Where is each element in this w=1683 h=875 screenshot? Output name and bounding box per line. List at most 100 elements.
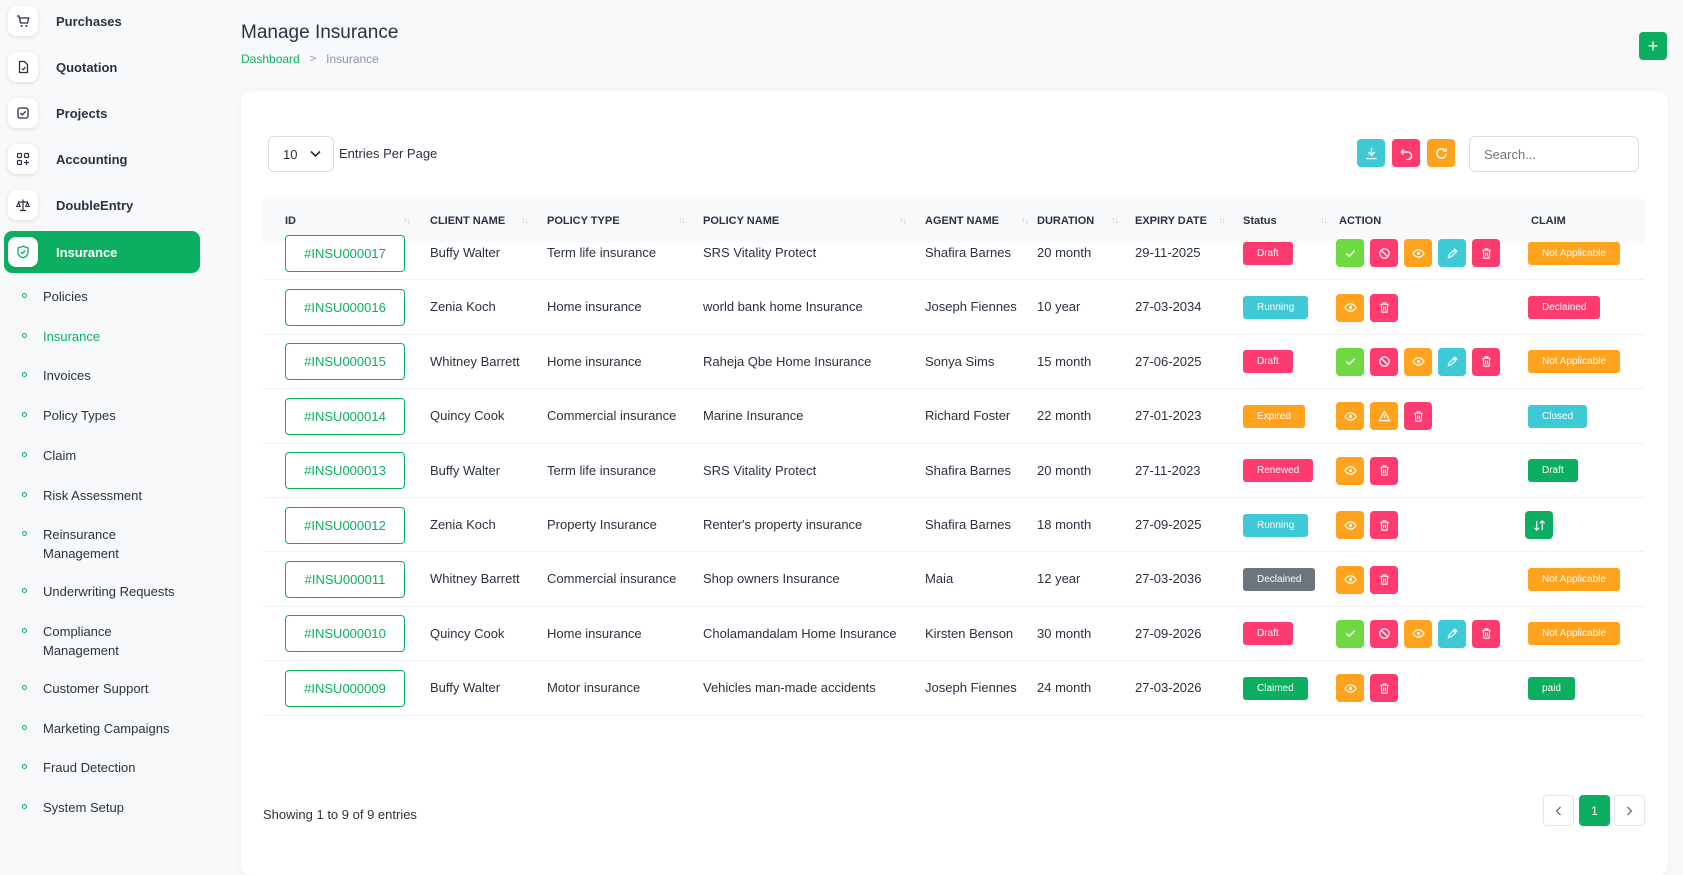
prev-page-button[interactable] — [1543, 795, 1574, 826]
sidebar-subitem-marketing-campaigns[interactable]: Marketing Campaigns — [22, 719, 202, 738]
view-button[interactable] — [1336, 293, 1364, 322]
entries-per-page-select[interactable]: 10 — [268, 136, 334, 172]
view-button[interactable] — [1336, 402, 1364, 431]
pencil-icon — [1446, 356, 1458, 368]
create-claim-button[interactable] — [1525, 511, 1553, 540]
sidebar-subitem-policies[interactable]: Policies — [22, 287, 202, 306]
sidebar-item-projects[interactable]: Projects — [4, 92, 200, 134]
status-badge: Expired — [1243, 404, 1305, 428]
sidebar-item-insurance[interactable]: Insurance — [4, 231, 200, 273]
approve-button[interactable] — [1336, 347, 1364, 376]
status-badge: Draft — [1243, 350, 1293, 374]
delete-button[interactable] — [1370, 456, 1398, 485]
insurance-id-button[interactable]: #INSU000011 — [285, 561, 405, 599]
delete-button[interactable] — [1370, 511, 1398, 540]
column-header-expiry-date[interactable]: EXPIRY DATE — [1135, 215, 1207, 227]
column-header-policy-name[interactable]: POLICY NAME — [703, 215, 780, 227]
sidebar-subitem-insurance[interactable]: Insurance — [22, 327, 202, 346]
view-button[interactable] — [1336, 511, 1364, 540]
column-header-id[interactable]: ID — [285, 215, 296, 227]
sidebar-subitem-label: Reinsurance Management — [43, 527, 119, 561]
insurance-id-button[interactable]: #INSU000009 — [285, 669, 405, 707]
sidebar-subitem-label: Policy Types — [43, 408, 116, 423]
column-header-action[interactable]: ACTION — [1339, 215, 1382, 227]
status-badge: Running — [1243, 296, 1309, 320]
view-button[interactable] — [1404, 239, 1432, 268]
sidebar-subitem-invoices[interactable]: Invoices — [22, 366, 202, 385]
trash-icon — [1481, 628, 1491, 640]
sort-icon[interactable]: ↑↓ — [1021, 215, 1029, 225]
delete-button[interactable] — [1472, 619, 1500, 648]
delete-button[interactable] — [1404, 402, 1432, 431]
sort-icon[interactable]: ↑↓ — [1218, 215, 1226, 225]
sidebar-subitem-fraud-detection[interactable]: Fraud Detection — [22, 758, 202, 777]
sidebar-subitem-compliance-management[interactable]: Compliance Management — [22, 622, 202, 660]
refresh-button[interactable] — [1427, 139, 1455, 167]
sidebar-item-label: Purchases — [56, 13, 122, 29]
view-button[interactable] — [1404, 347, 1432, 376]
export-button[interactable] — [1357, 139, 1385, 167]
page-button-1[interactable]: 1 — [1579, 795, 1610, 826]
edit-button[interactable] — [1438, 619, 1466, 648]
sidebar-item-accounting[interactable]: Accounting — [4, 138, 200, 180]
scale-icon — [8, 190, 38, 220]
sidebar-item-doubleentry[interactable]: DoubleEntry — [4, 184, 200, 226]
sidebar-subitem-reinsurance-management[interactable]: Reinsurance Management — [22, 525, 202, 563]
insurance-id-button[interactable]: #INSU000010 — [285, 615, 405, 653]
sidebar-subitem-risk-assessment[interactable]: Risk Assessment — [22, 486, 202, 505]
file-icon — [8, 52, 38, 82]
reject-button[interactable] — [1370, 239, 1398, 268]
sort-icon[interactable]: ↑↓ — [899, 215, 907, 225]
sort-icon[interactable]: ↑↓ — [678, 215, 686, 225]
insurance-id-button[interactable]: #INSU000014 — [285, 397, 405, 435]
view-button[interactable] — [1336, 456, 1364, 485]
sort-icon[interactable]: ↑↓ — [1111, 215, 1119, 225]
delete-button[interactable] — [1370, 293, 1398, 322]
pencil-icon — [1446, 628, 1458, 640]
insurance-id-button[interactable]: #INSU000015 — [285, 343, 405, 381]
view-button[interactable] — [1336, 674, 1364, 703]
sidebar-item-purchases[interactable]: Purchases — [4, 0, 200, 42]
sort-icon[interactable]: ↑↓ — [521, 215, 529, 225]
claim-badge: Not Applicable — [1528, 350, 1620, 374]
delete-button[interactable] — [1370, 674, 1398, 703]
page-title: Manage Insurance — [241, 22, 399, 43]
edit-button[interactable] — [1438, 347, 1466, 376]
reset-button[interactable] — [1392, 139, 1420, 167]
insurance-id-button[interactable]: #INSU000017 — [285, 234, 405, 272]
view-button[interactable] — [1404, 619, 1432, 648]
breadcrumb-dashboard-link[interactable]: Dashboard — [241, 52, 300, 66]
table-row: #INSU000010 Quincy Cook Home insurance Chol… — [263, 607, 1645, 662]
edit-button[interactable] — [1438, 239, 1466, 268]
approve-button[interactable] — [1336, 239, 1364, 268]
alert-button[interactable] — [1370, 402, 1398, 431]
view-button[interactable] — [1336, 565, 1364, 594]
column-header-status[interactable]: Status — [1243, 215, 1277, 227]
sort-icon[interactable]: ↑↓ — [403, 215, 411, 225]
reject-button[interactable] — [1370, 347, 1398, 376]
reject-button[interactable] — [1370, 619, 1398, 648]
delete-button[interactable] — [1472, 347, 1500, 376]
column-header-duration[interactable]: DURATION — [1037, 215, 1095, 227]
column-header-claim[interactable]: CLAIM — [1531, 215, 1566, 227]
sidebar-subitem-customer-support[interactable]: Customer Support — [22, 679, 202, 698]
next-page-button[interactable] — [1614, 795, 1645, 826]
insurance-id-button[interactable]: #INSU000012 — [285, 506, 405, 544]
sidebar-subitem-underwriting-requests[interactable]: Underwriting Requests — [22, 582, 202, 601]
add-insurance-button[interactable]: + — [1639, 32, 1667, 60]
sidebar-subitem-system-setup[interactable]: System Setup — [22, 798, 202, 817]
column-header-policy-type[interactable]: POLICY TYPE — [547, 215, 620, 227]
sidebar-subitem-claim[interactable]: Claim — [22, 446, 202, 465]
column-header-client-name[interactable]: CLIENT NAME — [430, 215, 506, 227]
delete-button[interactable] — [1370, 565, 1398, 594]
delete-button[interactable] — [1472, 239, 1500, 268]
approve-button[interactable] — [1336, 619, 1364, 648]
sidebar-item-quotation[interactable]: Quotation — [4, 46, 200, 88]
search-input[interactable] — [1469, 136, 1639, 172]
sidebar-subitem-policy-types[interactable]: Policy Types — [22, 406, 202, 425]
insurance-id-button[interactable]: #INSU000013 — [285, 452, 405, 490]
sort-icon[interactable]: ↑↓ — [1320, 215, 1328, 225]
column-header-agent-name[interactable]: AGENT NAME — [925, 215, 999, 227]
bullet-icon — [22, 372, 27, 377]
insurance-id-button[interactable]: #INSU000016 — [285, 289, 405, 327]
